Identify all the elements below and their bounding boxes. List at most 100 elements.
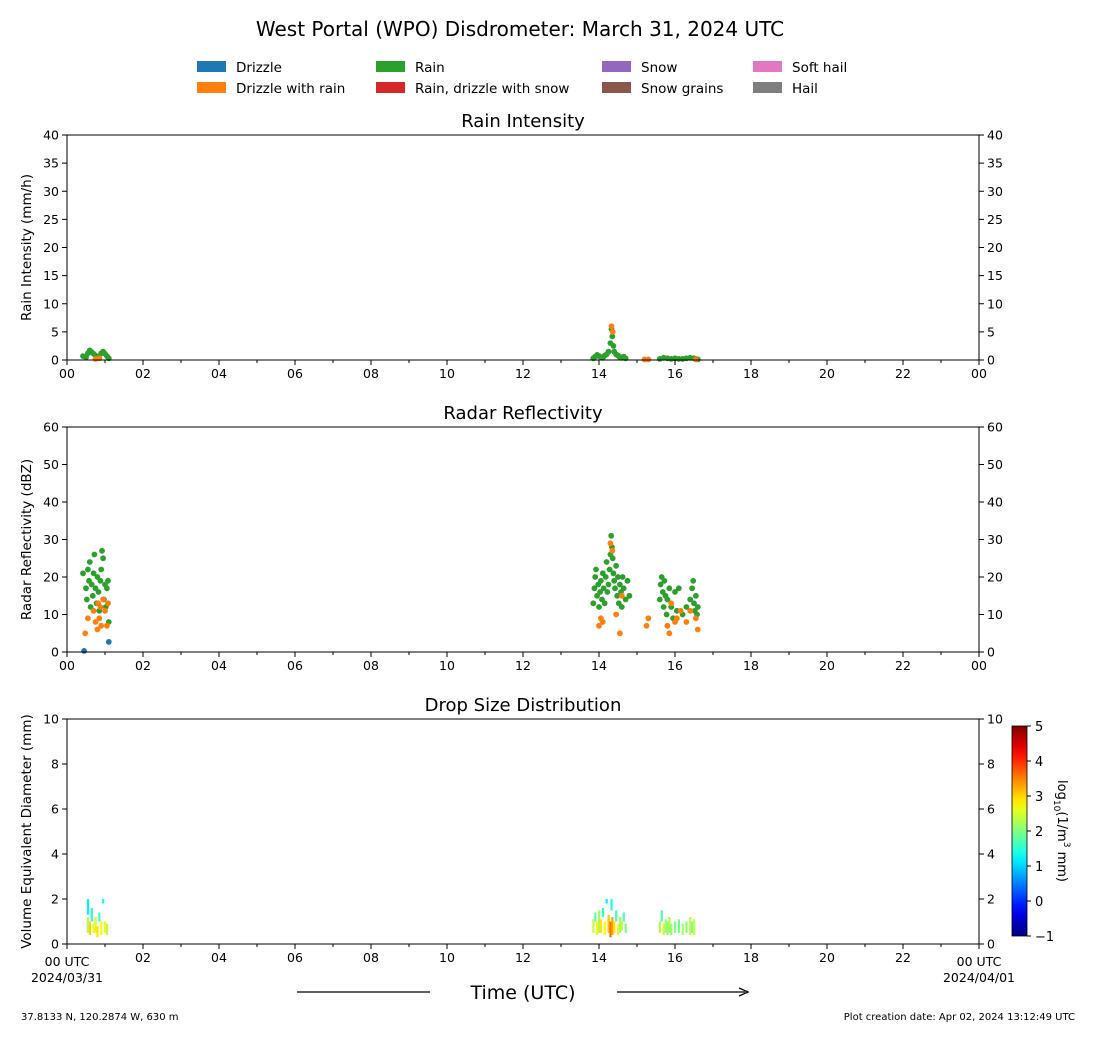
- dsd-cell: [615, 910, 618, 922]
- y-tick-label: 0: [51, 937, 59, 952]
- y-tick-label: 0: [51, 353, 59, 368]
- data-point: [602, 574, 609, 580]
- x-tick-label: 00: [59, 366, 75, 381]
- y-tick-label-right: 20: [987, 570, 1003, 585]
- plot-frame: [66, 426, 980, 653]
- dsd-cell: [674, 921, 677, 933]
- x-tick-label: 12: [515, 950, 531, 965]
- y-tick-label: 30: [43, 184, 59, 199]
- dsd-cell: [670, 923, 673, 936]
- dsd-cell: [98, 912, 101, 922]
- x-tick-label: 14: [591, 366, 607, 381]
- data-point: [599, 619, 606, 625]
- legend-swatch: [376, 61, 405, 72]
- dsd-cell: [677, 919, 680, 933]
- data-point: [83, 585, 89, 592]
- data-point: [615, 574, 621, 580]
- colorbar-label-unit: (1/m: [1054, 811, 1069, 841]
- data-point: [683, 604, 690, 610]
- data-point: [596, 622, 602, 629]
- y-axis-label: Volume Equivalent Diameter (mm): [19, 714, 35, 949]
- data-point: [694, 604, 701, 610]
- x-tick-label: 02: [135, 950, 151, 965]
- data-point: [105, 600, 111, 607]
- y-tick-label: 10: [43, 607, 59, 622]
- y-tick-label-right: 30: [987, 532, 1003, 547]
- x-tick-label: 00: [59, 658, 75, 673]
- data-point: [597, 589, 603, 595]
- dsd-cell: [88, 921, 91, 935]
- data-point: [593, 566, 599, 573]
- colorbar-tick-label: 5: [1035, 720, 1043, 735]
- y-tick-label-right: 60: [987, 420, 1003, 435]
- y-tick-label: 25: [43, 212, 59, 227]
- legend-swatch: [197, 61, 226, 72]
- y-tick-label-right: 10: [987, 296, 1003, 311]
- y-tick-label: 30: [43, 532, 59, 547]
- dsd-cell: [92, 923, 95, 933]
- data-point: [677, 607, 684, 614]
- x-tick-label: 06: [287, 366, 303, 381]
- plot-frame: [66, 134, 980, 361]
- data-point: [645, 615, 652, 622]
- y-tick-label-right: 0: [987, 937, 995, 952]
- x-tick-label: 00: [971, 658, 987, 673]
- legend: Drizzle Drizzle with rain Rain Rain, drizzl…: [197, 60, 847, 97]
- dsd-cell: [603, 921, 606, 935]
- data-point: [81, 648, 87, 654]
- x-tick-label: 08: [363, 366, 379, 381]
- y-tick-label-right: 4: [987, 847, 995, 862]
- data-point: [624, 577, 631, 584]
- data-point: [663, 611, 670, 618]
- x-tick-label: 06: [287, 950, 303, 965]
- data-point: [100, 596, 106, 603]
- y-tick-label-right: 0: [987, 645, 995, 660]
- x-axis-title: Time (UTC): [469, 982, 575, 1004]
- data-point: [687, 596, 694, 603]
- data-point: [687, 607, 694, 614]
- data-point: [97, 604, 104, 610]
- x-tick-label: 14: [591, 658, 607, 673]
- data-point: [606, 566, 613, 573]
- dsd-cell: [592, 919, 595, 933]
- dsd-cell: [598, 910, 601, 933]
- data-point: [596, 604, 602, 610]
- x-tick-label: 12: [515, 658, 531, 673]
- x-start-date: 2024/03/31: [31, 970, 103, 985]
- y-tick-label-right: 40: [987, 128, 1003, 143]
- data-point: [614, 592, 621, 599]
- data-point: [592, 574, 599, 580]
- dsd-cell: [620, 921, 623, 931]
- x-tick-label: 04: [211, 950, 227, 965]
- data-point: [600, 585, 607, 592]
- panel-title: Drop Size Distribution: [425, 695, 622, 716]
- data-point: [691, 600, 697, 607]
- colorbar-label-main: log: [1054, 780, 1069, 800]
- dsd-cell: [691, 921, 694, 933]
- dsd-cell: [685, 921, 688, 933]
- x-tick-label: 02: [135, 658, 151, 673]
- data-point: [104, 585, 110, 592]
- colorbar-tick-label: 3: [1035, 790, 1043, 805]
- y-tick-label: 20: [43, 240, 59, 255]
- colorbar-tick-label: −1: [1035, 930, 1054, 945]
- data-point: [590, 600, 597, 607]
- x-tick-label: 18: [743, 366, 759, 381]
- y-tick-label: 40: [43, 128, 59, 143]
- x-tick-label: 12: [515, 366, 531, 381]
- dsd-cell: [86, 899, 90, 915]
- data-point: [668, 600, 675, 607]
- x-tick-label: 08: [363, 658, 379, 673]
- y-tick-label-right: 35: [987, 156, 1003, 171]
- data-point: [100, 555, 106, 562]
- data-point: [609, 329, 616, 335]
- data-point: [620, 585, 627, 592]
- data-point: [85, 615, 91, 622]
- y-tick-label-right: 50: [987, 457, 1003, 472]
- x-tick-label: 22: [895, 950, 911, 965]
- data-point: [97, 577, 104, 584]
- data-point: [622, 596, 629, 603]
- data-point: [80, 570, 86, 577]
